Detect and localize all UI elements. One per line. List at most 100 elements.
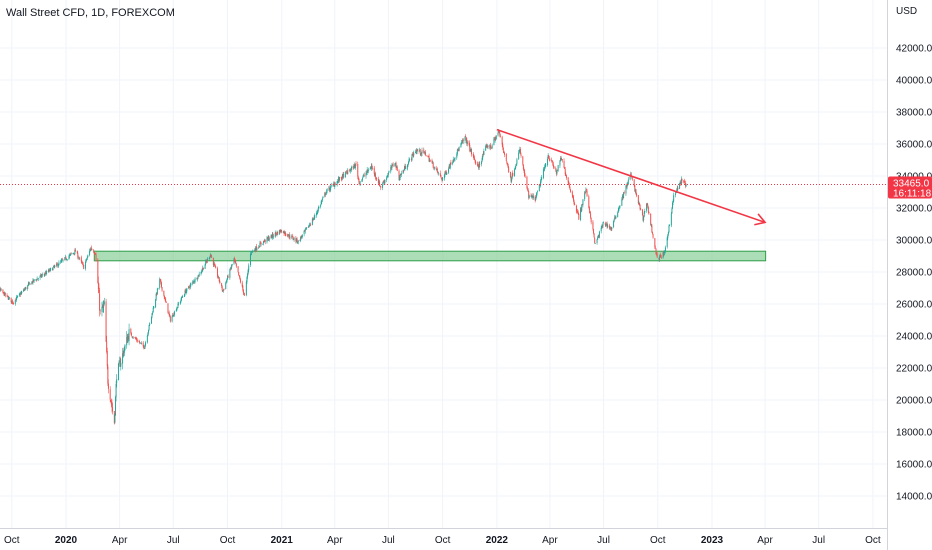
candle-body-up xyxy=(464,136,466,141)
candle-body-down xyxy=(205,261,207,262)
candle-body-down xyxy=(106,350,108,366)
candle-body-up xyxy=(316,213,318,216)
candle-body-down xyxy=(357,164,359,177)
candle-body-up xyxy=(54,265,56,267)
candle-body-up xyxy=(231,263,233,265)
candle-body-down xyxy=(435,167,437,169)
candle-body-up xyxy=(90,247,92,251)
candle-body-up xyxy=(618,206,620,211)
candle-body-up xyxy=(528,195,530,198)
candle-body-up xyxy=(493,138,495,145)
candle-body-down xyxy=(47,271,49,272)
candle-body-down xyxy=(586,190,588,197)
candle-body-up xyxy=(150,316,152,324)
candle-body-down xyxy=(11,300,13,303)
candle-body-up xyxy=(89,250,91,252)
candle-body-up xyxy=(69,254,71,257)
candle-body-up xyxy=(561,159,563,161)
candle-body-down xyxy=(33,279,35,282)
candle-body-down xyxy=(78,258,80,259)
candle-body-up xyxy=(601,226,603,229)
candle-body-up xyxy=(456,149,458,155)
x-tick-label: 2021 xyxy=(271,535,294,546)
candle-body-down xyxy=(367,169,369,172)
candle-body-down xyxy=(241,282,243,287)
candle-body-down xyxy=(395,163,397,168)
x-tick-label: Oct xyxy=(650,535,666,546)
candle-body-up xyxy=(23,289,25,292)
candle-body-up xyxy=(547,155,549,159)
candle-body-down xyxy=(235,263,237,267)
candle-body-down xyxy=(548,158,550,160)
candle-body-up xyxy=(206,258,208,262)
candle-body-down xyxy=(107,366,109,384)
candle-body-down xyxy=(475,161,477,164)
x-tick-label: Apr xyxy=(112,535,128,546)
candle-body-up xyxy=(205,261,207,265)
candle-body-down xyxy=(478,166,480,169)
candle-body-down xyxy=(243,293,245,295)
candle-body-up xyxy=(181,297,183,301)
candle-body-up xyxy=(366,169,368,173)
candle-body-down xyxy=(555,167,557,171)
candle-body-down xyxy=(585,189,587,191)
candle-body-up xyxy=(667,232,669,235)
candle-body-down xyxy=(527,189,529,192)
candle-body-up xyxy=(226,279,228,282)
x-tick-label: Jul xyxy=(167,535,180,546)
candle-body-down xyxy=(565,175,567,178)
candle-body-down xyxy=(218,277,220,282)
candle-body-down xyxy=(590,213,592,218)
candle-body-down xyxy=(53,266,55,267)
candle-body-up xyxy=(623,192,625,199)
candle-body-down xyxy=(275,232,277,234)
candle-body-down xyxy=(300,237,302,238)
candle-body-down xyxy=(61,259,63,261)
candle-body-down xyxy=(45,272,47,275)
candle-body-up xyxy=(233,258,235,264)
candle-body-down xyxy=(338,178,340,182)
candle-body-down xyxy=(563,160,565,168)
candle-body-down xyxy=(242,286,244,290)
candle-body-down xyxy=(376,178,378,180)
candle-body-down xyxy=(427,155,429,157)
candle-body-up xyxy=(609,227,611,229)
candle-body-up xyxy=(230,267,232,270)
candle-body-down xyxy=(263,241,265,242)
candle-body-down xyxy=(601,226,603,227)
candle-body-down xyxy=(427,156,429,158)
candle-body-up xyxy=(539,181,541,186)
candle-body-up xyxy=(423,151,425,153)
candle-body-up xyxy=(662,252,664,258)
candle-body-down xyxy=(457,149,459,151)
candle-body-up xyxy=(190,283,192,285)
candle-body-up xyxy=(328,187,330,189)
candle-body-up xyxy=(58,262,60,266)
candle-body-down xyxy=(206,261,208,263)
candle-body-down xyxy=(99,293,101,311)
candle-body-up xyxy=(617,210,619,213)
candle-body-down xyxy=(299,240,301,241)
candle-body-up xyxy=(21,291,23,293)
candle-body-up xyxy=(367,169,369,172)
candle-body-down xyxy=(390,167,392,169)
candle-body-up xyxy=(200,272,202,274)
candle-body-up xyxy=(448,165,450,169)
candle-body-down xyxy=(6,294,8,296)
candle-body-up xyxy=(670,213,672,226)
candle-body-up xyxy=(146,335,148,343)
candle-body-down xyxy=(462,139,464,141)
candle-body-down xyxy=(165,301,167,303)
candle-body-down xyxy=(163,295,165,299)
candle-body-up xyxy=(53,265,55,268)
candle-body-up xyxy=(62,259,64,261)
candle-body-up xyxy=(334,183,336,187)
candle-body-up xyxy=(324,193,326,197)
candle-body-down xyxy=(684,182,686,184)
candle-body-up xyxy=(413,153,415,156)
candle-body-down xyxy=(623,192,625,194)
candle-body-down xyxy=(283,231,285,234)
candle-body-up xyxy=(556,170,558,174)
candle-body-down xyxy=(469,145,471,151)
